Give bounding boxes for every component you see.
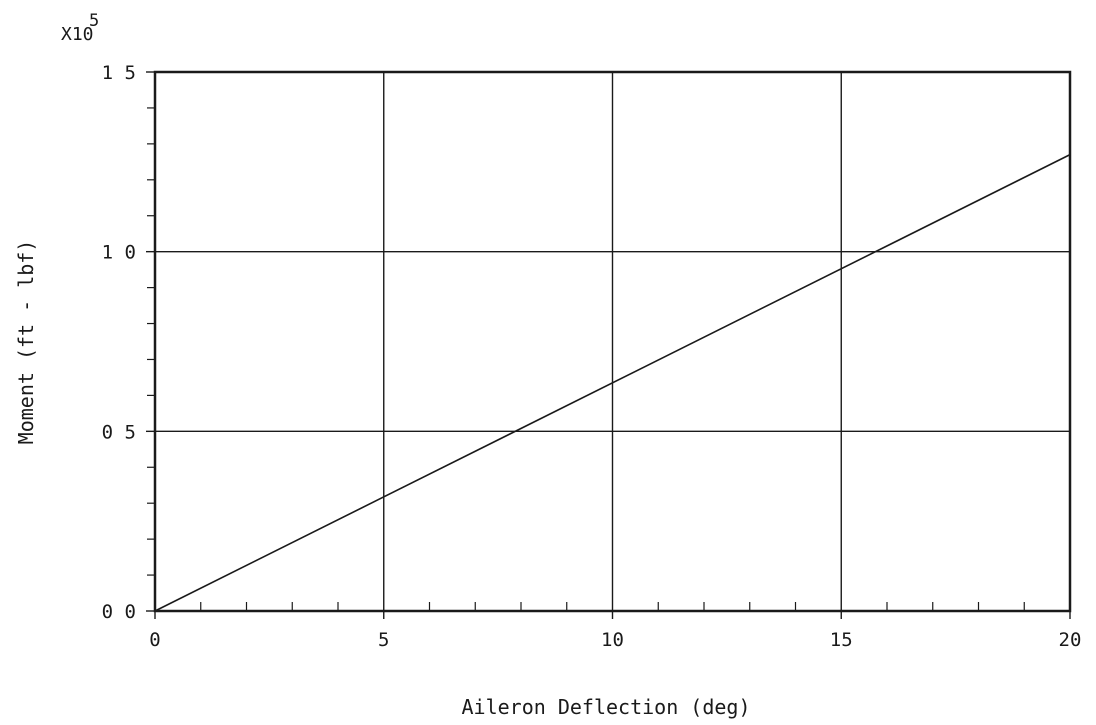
y-tick-label: 0 0 (102, 601, 136, 623)
x-tick-label: 5 (378, 629, 389, 651)
minor-ticks (146, 71, 1071, 619)
x-tick-label: 0 (149, 629, 160, 651)
x-tick-label: 20 (1059, 629, 1082, 651)
x-tick-label: 15 (830, 629, 853, 651)
y-tick-label: 1 5 (102, 62, 136, 84)
y-axis-title: Moment (ft - lbf) (14, 240, 38, 445)
y-scale-multiplier: X10 (61, 24, 94, 45)
x-axis-title: Aileron Deflection (deg) (462, 695, 751, 719)
series-line (154, 153, 1071, 612)
grid-layer (155, 72, 1070, 611)
y-tick-labels: 0 0 0 5 1 0 1 5 (102, 62, 136, 623)
x-tick-label: 10 (601, 629, 624, 651)
plot-frame (153, 70, 1072, 613)
series-layer (154, 153, 1071, 612)
y-tick-label: 1 0 (102, 242, 136, 264)
y-tick-label: 0 5 (102, 421, 136, 443)
y-scale-exponent: 5 (89, 11, 99, 31)
x-tick-labels: 0 5 10 15 20 (149, 629, 1081, 651)
